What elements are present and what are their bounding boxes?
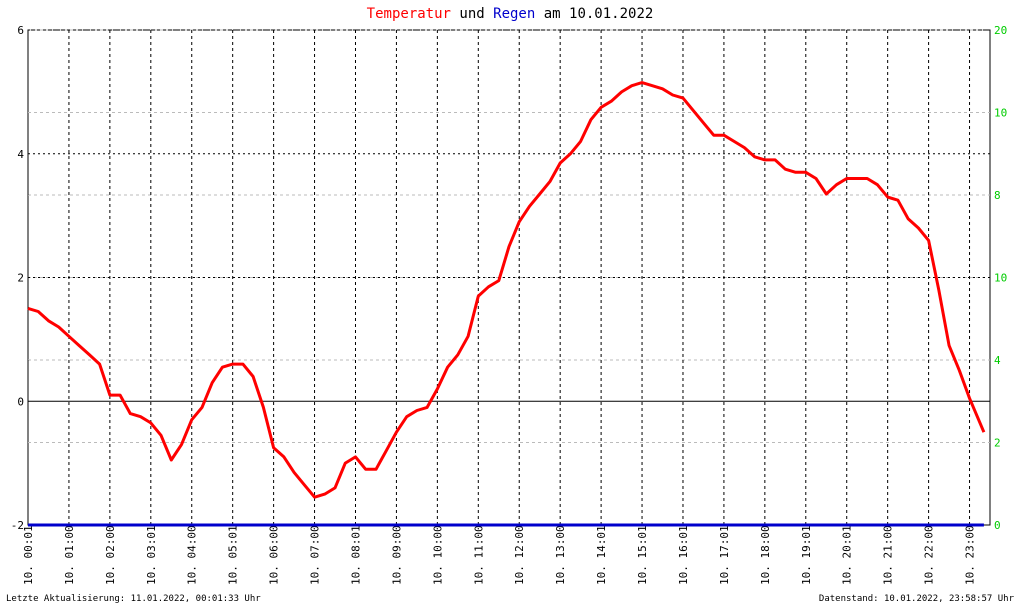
x-tick-label: 10. 12:00 <box>513 525 526 585</box>
x-tick-label: 10. 05:01 <box>227 525 240 585</box>
series-line <box>27 81 986 499</box>
title-date: am 10.01.2022 <box>544 6 654 22</box>
x-tick-label: 10. 11:00 <box>472 525 485 585</box>
x-tick-label: 10. 22:00 <box>923 525 936 585</box>
x-tick-label: 10. 15:01 <box>636 525 649 585</box>
title-and: und <box>459 6 484 22</box>
footer-left: Letzte Aktualisierung: 11.01.2022, 00:01… <box>6 594 261 604</box>
y-tick-label: -2 <box>11 519 24 532</box>
y2-tick-label: 10 <box>994 107 1007 120</box>
x-tick-label: 10. 06:00 <box>268 525 281 585</box>
x-tick-label: 10. 07:00 <box>309 525 322 585</box>
y-tick-label: 6 <box>17 24 24 37</box>
title-rain: Regen <box>493 6 535 22</box>
y2-tick-label: 20 <box>994 24 1007 37</box>
title-temperature: Temperatur <box>367 6 451 22</box>
x-tick-label: 10. 23:00 <box>964 525 977 585</box>
x-tick-label: 10. 21:00 <box>882 525 895 585</box>
y2-tick-label: 0 <box>994 519 1001 532</box>
x-tick-label: 10. 20:01 <box>841 525 854 585</box>
x-tick-label: 10. 16:01 <box>677 525 690 585</box>
y-tick-label: 2 <box>17 272 24 285</box>
x-tick-label: 10. 04:00 <box>186 525 199 585</box>
y2-tick-label: 2 <box>994 437 1001 450</box>
x-tick-label: 10. 00:01 <box>22 525 35 585</box>
chart-title: Temperatur und Regen am 10.01.2022 <box>367 6 654 22</box>
x-tick-label: 10. 13:00 <box>554 525 567 585</box>
x-tick-label: 10. 10:00 <box>431 525 444 585</box>
y-tick-label: 0 <box>17 395 24 408</box>
x-tick-label: 10. 17:01 <box>718 525 731 585</box>
y-tick-label: 4 <box>17 148 24 161</box>
footer-right: Datenstand: 10.01.2022, 23:58:57 Uhr <box>819 594 1015 604</box>
y2-tick-label: 8 <box>994 189 1001 202</box>
y2-tick-label: 4 <box>994 354 1001 367</box>
x-tick-label: 10. 18:00 <box>759 525 772 585</box>
x-tick-label: 10. 09:00 <box>390 525 403 585</box>
x-tick-label: 10. 08:01 <box>349 525 362 585</box>
x-tick-label: 10. 03:01 <box>145 525 158 585</box>
x-tick-label: 10. 02:00 <box>104 525 117 585</box>
x-tick-label: 10. 14:01 <box>595 525 608 585</box>
y2-tick-label: 10 <box>994 272 1007 285</box>
x-tick-label: 10. 19:01 <box>800 525 813 585</box>
x-tick-label: 10. 01:00 <box>63 525 76 585</box>
